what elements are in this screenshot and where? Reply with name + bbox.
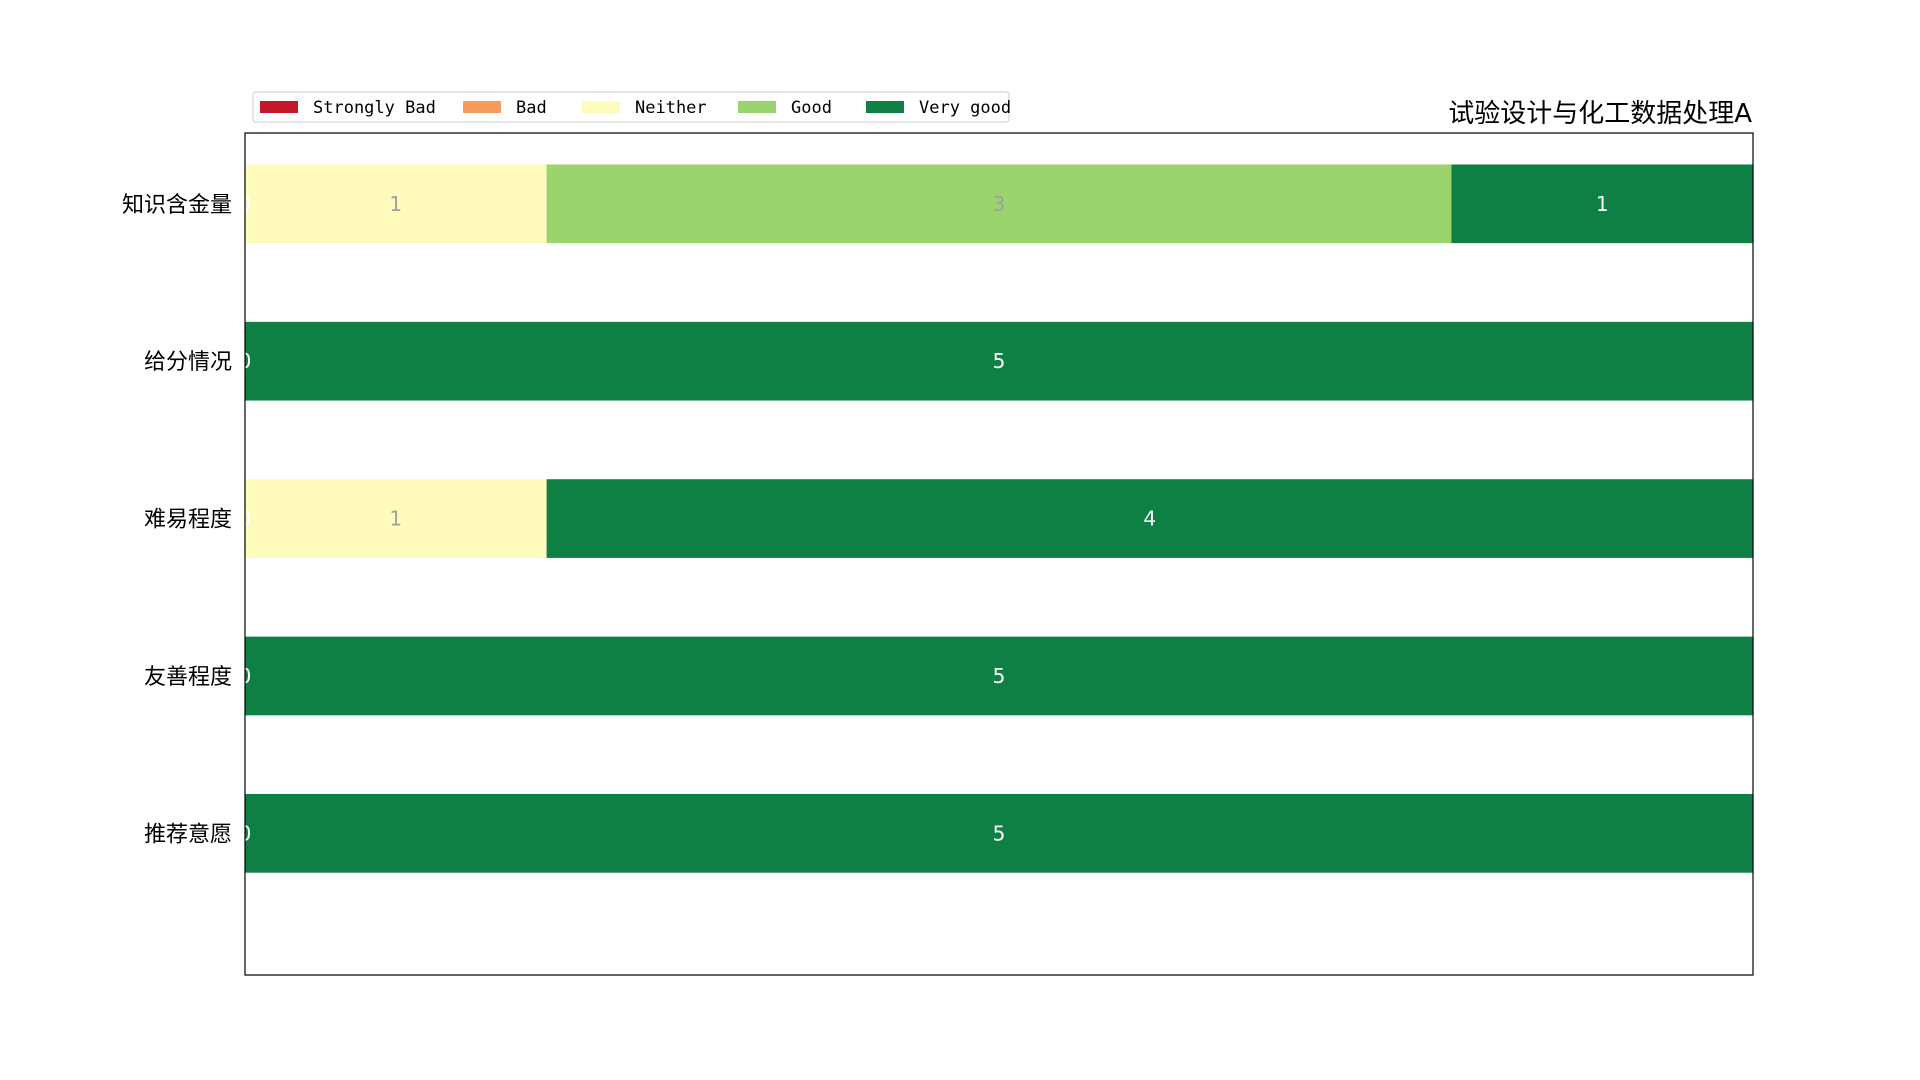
legend-label: Good <box>791 98 832 118</box>
bar-value-label: 0 <box>239 507 252 531</box>
bar-value-label: 0 <box>239 192 252 216</box>
y-tick-label: 难易程度 <box>144 508 232 533</box>
legend-swatch <box>260 101 298 113</box>
legend-frame <box>252 91 1010 123</box>
bar-segment <box>546 479 1753 558</box>
legend-label: Neither <box>635 98 707 118</box>
plot-frame <box>244 132 1754 976</box>
bar-segment <box>1451 164 1753 244</box>
legend-item: Bad <box>463 98 547 118</box>
bar-segment <box>245 164 547 244</box>
legend-label: Very good <box>919 98 1011 118</box>
legend-item: Strongly Bad <box>260 98 436 118</box>
bar-segment <box>546 164 1452 244</box>
legend-label: Strongly Bad <box>313 98 436 118</box>
bar-segment <box>245 479 547 558</box>
bar-segment <box>245 321 1753 401</box>
legend-swatch <box>582 101 620 113</box>
bar-value-label: 5 <box>993 349 1006 373</box>
bar-value-label: 0 <box>239 821 252 845</box>
y-tick-label: 推荐意愿 <box>144 822 232 847</box>
bar-value-label: 1 <box>1596 192 1609 216</box>
bar-value-label: 3 <box>993 192 1006 216</box>
legend-item: Very good <box>866 98 1011 118</box>
bar-value-label: 1 <box>389 192 402 216</box>
bar-segment <box>245 794 1753 873</box>
y-tick-label: 知识含金量 <box>122 193 232 218</box>
bar-value-label: 1 <box>389 507 402 531</box>
bar-labels-layer: 0 1 3 10 50 1 40 50 5 <box>239 192 1609 846</box>
legend-swatch <box>866 101 904 113</box>
legend-swatch <box>463 101 501 113</box>
bar-value-label: 5 <box>993 821 1006 845</box>
y-tick-label: 给分情况 <box>144 350 232 375</box>
bars-layer <box>245 164 1753 873</box>
legend-item: Good <box>738 98 832 118</box>
bar-value-label: 5 <box>993 664 1006 688</box>
legend-label: Bad <box>516 98 547 118</box>
bar-value-label: 4 <box>1143 507 1156 531</box>
y-tick-label: 友善程度 <box>144 665 232 690</box>
bar-value-label: 0 <box>239 664 252 688</box>
legend-swatch <box>738 101 776 113</box>
bar-segment <box>245 636 1753 716</box>
legend-item: Neither <box>582 98 707 118</box>
bar-value-label: 0 <box>239 349 252 373</box>
chart-title: 试验设计与化工数据处理A <box>1448 99 1752 129</box>
legend: Strongly Bad Bad Neither Good Very good <box>252 91 1011 123</box>
